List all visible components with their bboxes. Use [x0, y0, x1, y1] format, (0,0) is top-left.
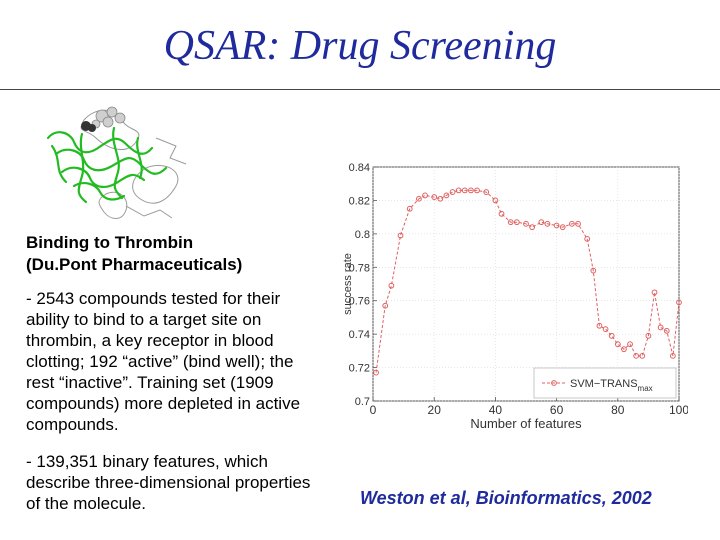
data-point	[651, 289, 658, 296]
y-tick-label: 0.8	[355, 229, 370, 241]
data-point	[523, 220, 529, 227]
data-point	[676, 299, 682, 306]
data-point	[590, 267, 597, 274]
citation: Weston et al, Bioinformatics, 2002	[360, 488, 652, 508]
data-point	[507, 219, 514, 226]
data-point	[513, 219, 520, 226]
data-point	[627, 341, 633, 348]
data-point	[639, 352, 646, 359]
y-tick-label: 0.82	[349, 195, 370, 207]
data-point	[483, 189, 490, 195]
data-point	[657, 324, 664, 331]
x-tick-label: 80	[611, 403, 625, 417]
data-point	[468, 187, 474, 194]
chart-svg: 0.7 0.72 0.74 0.76 0.78 0.8 0.82 0.84 0 20 40 60 80…	[342, 162, 689, 431]
data-point	[373, 369, 379, 376]
subheading-line: (Du.Pont Pharmaceuticals)	[26, 255, 243, 274]
subheading: Binding to Thrombin (Du.Pont Pharmaceuti…	[26, 232, 326, 276]
data-point	[669, 352, 676, 359]
data-point	[474, 187, 480, 194]
data-point	[633, 352, 640, 359]
description-paragraph: - 2543 compounds tested for their abilit…	[26, 289, 301, 434]
data-point	[443, 192, 450, 199]
x-tick-label: 60	[550, 403, 564, 417]
data-point	[575, 220, 581, 227]
gridlines	[372, 166, 680, 402]
features-paragraph: - 139,351 binary features, which describ…	[26, 452, 311, 513]
protein-structure-icon	[46, 106, 187, 219]
data-point	[397, 232, 404, 239]
data-point	[529, 224, 536, 231]
data-point	[492, 197, 499, 204]
y-tick-label: 0.78	[349, 262, 370, 274]
data-point	[422, 192, 428, 199]
data-point	[621, 346, 627, 353]
series-points	[373, 187, 682, 376]
y-tick-label: 0.76	[349, 296, 370, 308]
data-point	[538, 219, 545, 226]
data-point	[663, 327, 670, 334]
data-point	[498, 210, 505, 217]
x-tick-label: 100	[669, 403, 688, 417]
slide-title: QSAR: Drug Screening	[163, 23, 557, 69]
x-axis-label: Number of features	[470, 416, 582, 431]
data-point	[544, 220, 551, 227]
y-tick-label: 0.72	[349, 363, 370, 375]
y-axis-label: success rate	[342, 253, 354, 315]
data-point	[461, 187, 468, 194]
legend-label-sub: max	[638, 384, 653, 393]
title-divider	[0, 89, 720, 90]
x-tick-label: 40	[489, 403, 503, 417]
legend-label: SVM−TRANSmax	[570, 378, 653, 393]
y-tick-label: 0.74	[349, 329, 370, 341]
data-point	[602, 326, 609, 333]
x-tick-label: 20	[428, 403, 442, 417]
data-point	[559, 224, 566, 231]
data-point	[645, 332, 652, 339]
data-point	[569, 220, 575, 227]
y-tick-label: 0.7	[355, 396, 370, 408]
data-point	[406, 205, 413, 212]
data-point	[382, 302, 389, 309]
y-axis-ticks: 0.7 0.72 0.74 0.76 0.78 0.8 0.82 0.84	[349, 162, 377, 408]
data-point	[449, 189, 456, 195]
legend-marker	[551, 380, 557, 386]
data-point	[614, 341, 621, 348]
legend-label-main: SVM−TRANS	[570, 378, 638, 390]
subheading-line: Binding to Thrombin	[26, 233, 194, 252]
data-point	[455, 187, 462, 194]
legend: SVM−TRANSmax	[533, 367, 677, 399]
x-tick-label: 0	[370, 403, 377, 417]
plot-area	[372, 166, 680, 402]
data-point	[388, 282, 395, 289]
success-rate-chart: 0.7 0.72 0.74 0.76 0.78 0.8 0.82 0.84 0 20 40 60 80…	[338, 152, 689, 437]
data-point	[553, 222, 560, 229]
x-axis-ticks: 0 20 40 60 80 100	[370, 397, 689, 417]
data-point	[596, 322, 603, 329]
y-tick-label: 0.84	[349, 162, 370, 174]
data-point	[584, 235, 591, 242]
data-point	[437, 195, 444, 202]
data-point	[416, 195, 422, 202]
data-point	[608, 332, 615, 339]
data-point	[431, 194, 438, 200]
